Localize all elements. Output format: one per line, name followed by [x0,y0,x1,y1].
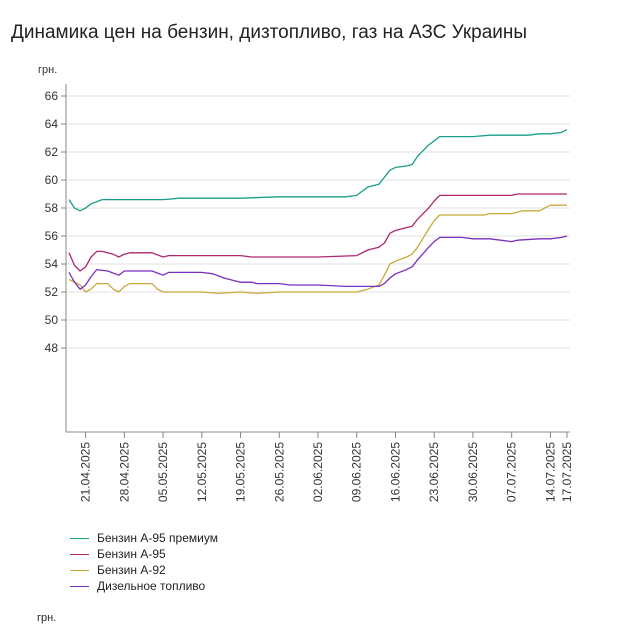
footer-unit-label: грн. [37,612,57,624]
legend-item: Бензин А-95 [70,546,218,562]
series-line-2 [68,193,567,272]
y-tick-label: 62 [45,145,59,159]
x-tick-label: 12.05.2025 [195,442,209,502]
x-tick-label: 02.06.2025 [311,442,325,502]
y-tick-label: 58 [45,201,59,215]
y-tick-label: 56 [45,229,59,243]
y-tick-label: 50 [45,313,59,327]
x-tick-label: 23.06.2025 [427,442,441,502]
series-line-4 [68,235,568,290]
y-tick-label: 54 [45,257,59,271]
y-tick-label: 48 [45,341,59,355]
x-tick-label: 17.07.2025 [560,442,574,502]
series-line-1 [68,129,568,212]
chart-title: Динамика цен на бензин, дизтопливо, газ … [11,22,528,43]
legend-item: Дизельное топливо [70,578,218,594]
chart-legend: Бензин А-95 премиум Бензин А-95 Бензин А-9… [70,530,218,594]
legend-swatch [70,537,89,539]
legend-item: Бензин А-92 [70,562,218,578]
legend-label: Бензин А-95 [97,547,166,561]
y-tick-label: 66 [45,89,59,103]
x-tick-label: 28.04.2025 [117,442,131,502]
x-tick-label: 19.05.2025 [234,442,248,502]
y-axis-unit-label: грн. [38,64,57,76]
legend-swatch [70,569,89,571]
series-line-3 [68,204,567,295]
y-tick-label: 64 [45,117,59,131]
grid-layer [66,95,570,349]
x-tick-label: 16.06.2025 [388,442,402,502]
legend-swatch [70,585,89,587]
axis-layer: 48 50 52 54 56 58 60 62 64 66 грн. 21.04.2025 28.04.… [38,64,574,502]
legend-label: Бензин А-92 [97,563,166,577]
legend-item: Бензин А-95 премиум [70,530,218,546]
y-tick-label: 60 [45,173,59,187]
legend-swatch [70,553,89,555]
x-tick-label: 14.07.2025 [543,442,557,502]
x-tick-label: 05.05.2025 [156,442,170,502]
legend-label: Дизельное топливо [97,579,206,593]
x-tick-label: 21.04.2025 [79,442,93,502]
x-tick-label: 30.06.2025 [466,442,480,502]
series-layer [68,129,568,295]
y-tick-label: 52 [45,285,59,299]
x-tick-label: 09.06.2025 [350,442,364,502]
x-tick-label: 26.05.2025 [272,442,286,502]
x-tick-label: 07.07.2025 [505,442,519,502]
legend-label: Бензин А-95 премиум [97,531,218,545]
